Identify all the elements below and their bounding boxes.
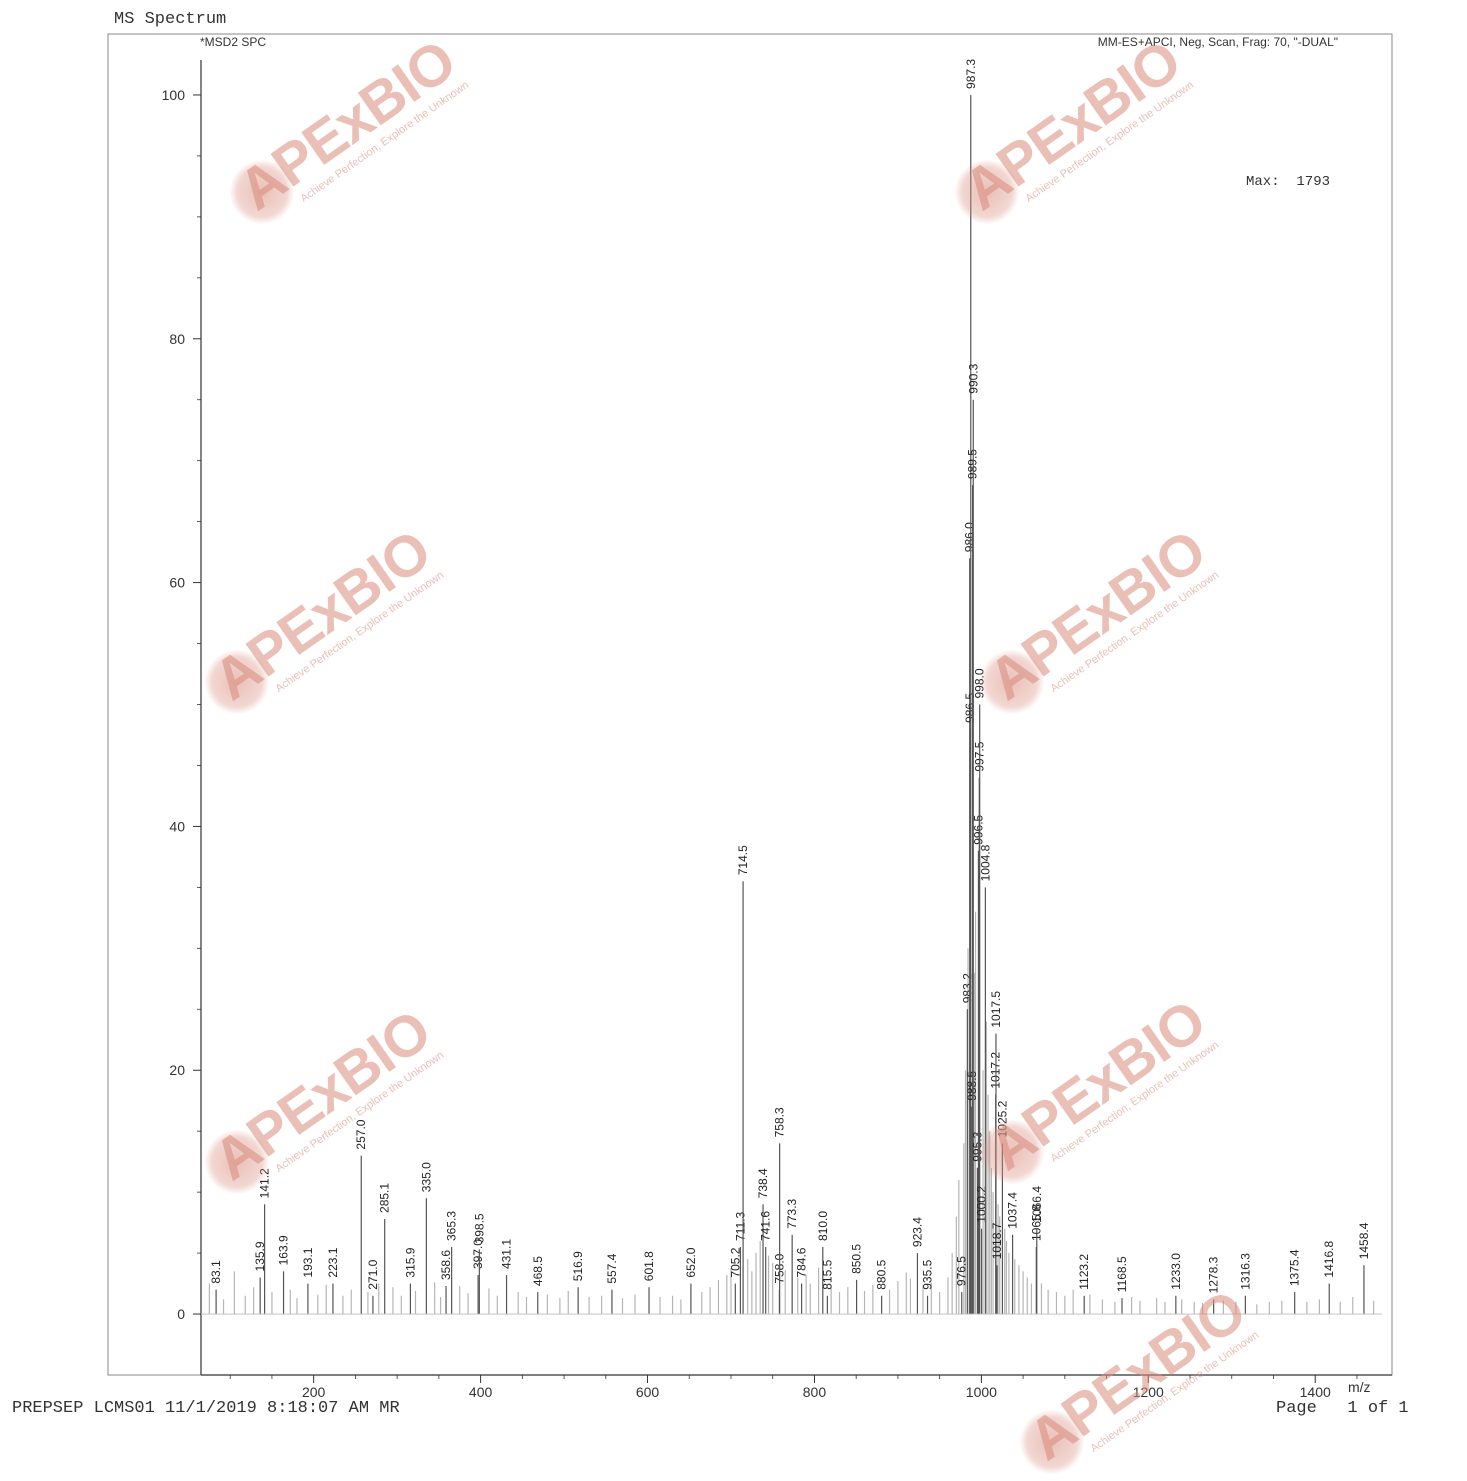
peak-label: 601.8 xyxy=(642,1251,656,1281)
peak-label: 285.1 xyxy=(378,1183,392,1213)
x-axis-label: m/z xyxy=(1348,1379,1371,1395)
peak-label: 135.9 xyxy=(253,1241,267,1271)
peak-label: 398.5 xyxy=(472,1213,486,1243)
axes: 0 20 40 60 80 100 200 400 600 800 1000 1200 1400 xyxy=(162,60,1392,1400)
peak-label: 1168.5 xyxy=(1115,1256,1129,1292)
peak-label: 976.5 xyxy=(955,1256,969,1286)
peak-label: 1000.2 xyxy=(975,1186,989,1223)
peak-label: 714.5 xyxy=(736,845,750,875)
peak-label: 711.3 xyxy=(733,1212,747,1241)
peak-label: 850.5 xyxy=(850,1244,864,1274)
peak-label: 741.6 xyxy=(759,1211,773,1241)
peak-label: 996.5 xyxy=(971,814,985,844)
peak-label: 193.1 xyxy=(301,1247,315,1277)
peak-label: 987.3 xyxy=(964,59,978,89)
peak-label: 784.6 xyxy=(795,1247,809,1277)
y-tick-label: 80 xyxy=(169,331,185,347)
peak-label: 773.3 xyxy=(785,1198,799,1228)
x-tick-label: 1000 xyxy=(966,1384,997,1400)
peak-label: 1123.2 xyxy=(1077,1254,1091,1290)
peak-label: 335.0 xyxy=(419,1162,433,1192)
peak-label: 989.5 xyxy=(966,449,980,479)
watermark-logo xyxy=(955,160,1019,224)
peak-label: 810.0 xyxy=(816,1211,830,1241)
peak-label: 815.5 xyxy=(820,1259,834,1289)
plot-border xyxy=(107,33,1393,1376)
peak-label: 1065.8 xyxy=(1029,1204,1043,1241)
watermark-logo xyxy=(205,650,269,714)
footer-page-number: Page 1 of 1 xyxy=(1276,1399,1409,1418)
peak-label: 365.3 xyxy=(445,1211,459,1241)
watermark-logo xyxy=(230,160,294,224)
y-tick-label: 60 xyxy=(169,575,185,591)
footer-run-info: PREPSEP LCMS01 11/1/2019 8:18:07 AM MR xyxy=(12,1399,400,1418)
x-tick-label: 800 xyxy=(803,1384,827,1400)
chart-frame xyxy=(107,33,1393,1376)
ms-spectrum-page: MS Spectrum 83.1 135.9 141.2 163.9 193.1 223.… xyxy=(12,10,1409,1474)
peak-label: 738.4 xyxy=(756,1168,770,1198)
y-tick-label: 100 xyxy=(162,87,186,103)
peak-label: 1375.4 xyxy=(1288,1249,1302,1286)
x-tick-label: 600 xyxy=(636,1384,660,1400)
peak-label: 1018.7 xyxy=(990,1222,1004,1259)
watermark-logo xyxy=(205,1130,269,1194)
peak-label: 271.0 xyxy=(366,1259,380,1289)
peak-label: 397.0 xyxy=(471,1239,485,1269)
peak-label: 923.4 xyxy=(910,1217,924,1247)
minor-peaks xyxy=(208,911,1375,1315)
peak-label: 1316.3 xyxy=(1238,1253,1252,1290)
x-tick-label: 400 xyxy=(469,1384,493,1400)
peak-label: 516.9 xyxy=(571,1251,585,1281)
y-tick-label: 20 xyxy=(169,1062,185,1078)
page-title: MS Spectrum xyxy=(114,10,227,29)
peak-label: 990.3 xyxy=(966,363,980,393)
peak-label: 758.3 xyxy=(773,1107,787,1137)
peak-label: 83.1 xyxy=(209,1260,223,1284)
peak-label: 257.0 xyxy=(354,1119,368,1149)
y-tick-label: 40 xyxy=(169,818,185,834)
peak-label: 880.5 xyxy=(875,1259,889,1289)
watermark-logo xyxy=(980,650,1044,714)
peak-label: 1233.0 xyxy=(1169,1253,1183,1290)
peak-label: 705.2 xyxy=(728,1247,742,1277)
signal-label: *MSD2 SPC xyxy=(200,35,266,49)
peak-label: 1416.8 xyxy=(1322,1241,1336,1278)
peak-label: 986.0 xyxy=(963,522,977,552)
peak-label: 163.9 xyxy=(277,1235,291,1265)
peak-label: 315.9 xyxy=(403,1247,417,1277)
method-label: MM-ES+APCI, Neg, Scan, Frag: 70, "-DUAL" xyxy=(1098,35,1338,49)
peak-label: 358.6 xyxy=(439,1250,453,1280)
peak-label: 935.5 xyxy=(921,1259,935,1289)
peak-label: 1017.5 xyxy=(989,991,1003,1028)
peak-label: 1037.4 xyxy=(1006,1192,1020,1229)
peak-label: 431.1 xyxy=(500,1239,514,1269)
peak-label: 652.0 xyxy=(684,1247,698,1277)
y-tick-label: 0 xyxy=(177,1306,185,1322)
peak-label: 557.4 xyxy=(605,1253,619,1283)
max-label: Max: 1793 xyxy=(1246,174,1330,190)
peak-label: 1278.3 xyxy=(1207,1256,1221,1293)
peak-label: 1066.4 xyxy=(1030,1186,1044,1223)
peak-label: 1004.8 xyxy=(978,844,992,881)
peak-label: 1458.4 xyxy=(1357,1222,1371,1259)
x-tick-label: 1400 xyxy=(1300,1384,1331,1400)
peak-label: 468.5 xyxy=(531,1256,545,1286)
peak-label: 223.1 xyxy=(326,1247,340,1277)
watermark-logo xyxy=(980,1120,1044,1184)
peak-label: 988.5 xyxy=(965,1070,979,1100)
x-tick-label: 1200 xyxy=(1133,1384,1164,1400)
x-tick-label: 200 xyxy=(302,1384,326,1400)
